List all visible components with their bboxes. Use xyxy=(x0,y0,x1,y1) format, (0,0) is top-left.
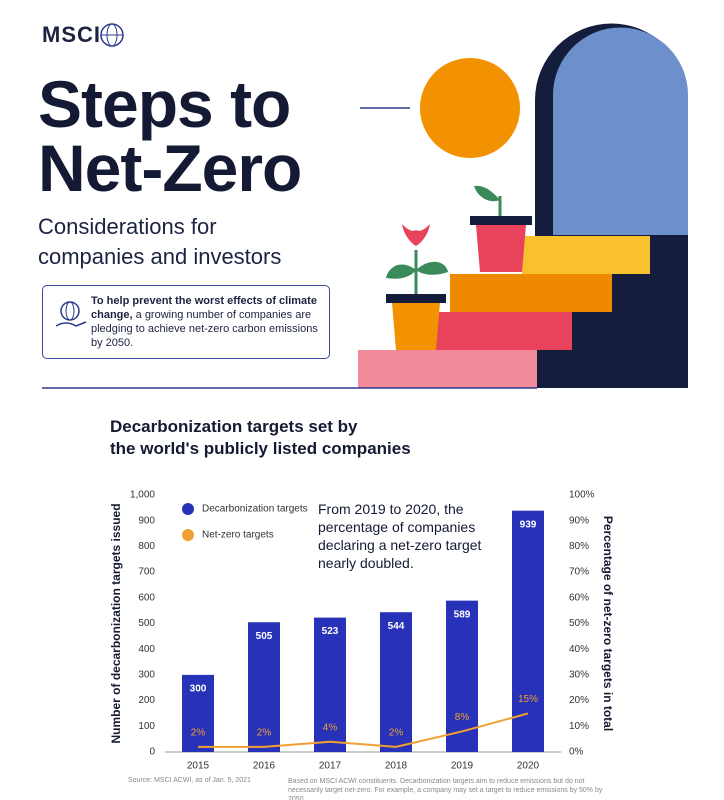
bar-label: 523 xyxy=(322,626,339,637)
subtitle: Considerations for companies and investor… xyxy=(38,212,281,272)
callout: To help prevent the worst effects of cli… xyxy=(42,285,330,359)
legend-marker xyxy=(182,503,194,515)
x-tick-label: 2015 xyxy=(187,761,210,772)
subtitle-line: Considerations for xyxy=(38,214,217,239)
y2-tick-label: 90% xyxy=(569,515,589,526)
y-axis-title: Number of decarbonization targets issued xyxy=(109,503,123,743)
chart: 0 100 200 300 400 500 600 700 800 900 1,000 0% 10% 20… xyxy=(109,490,615,772)
chart-title-line: Decarbonization targets set by xyxy=(110,417,358,436)
y2-tick-label: 20% xyxy=(569,695,589,706)
y-tick-label: 800 xyxy=(138,541,155,552)
point-label: 2% xyxy=(191,728,206,739)
legend-label: Decarbonization targets xyxy=(202,504,308,515)
line xyxy=(198,712,529,748)
point-label: 2% xyxy=(257,728,272,739)
logo: MSCI xyxy=(42,22,101,47)
point-label: 2% xyxy=(389,728,404,739)
bar xyxy=(446,600,478,752)
bar-label: 505 xyxy=(256,631,273,642)
bar xyxy=(512,510,544,752)
bar-label: 939 xyxy=(520,519,537,530)
source: Source: MSCI ACWI, as of Jan. 5, 2021 xyxy=(128,777,251,784)
bar xyxy=(248,622,280,752)
y2-tick-label: 10% xyxy=(569,721,589,732)
bar-label: 544 xyxy=(388,621,405,632)
y2-tick-label: 60% xyxy=(569,592,589,603)
bar xyxy=(380,612,412,752)
chart-title-line: the world's publicly listed companies xyxy=(110,439,411,458)
y2-tick-label: 70% xyxy=(569,567,589,578)
y-tick-label: 700 xyxy=(138,567,155,578)
legend-label: Net-zero targets xyxy=(202,530,274,541)
bar xyxy=(182,674,214,752)
chart-title: Decarbonization targets set by the world'… xyxy=(110,416,411,460)
y-tick-label: 300 xyxy=(138,670,155,681)
y2-tick-label: 100% xyxy=(569,490,595,501)
point-label: 4% xyxy=(323,722,338,733)
y2-axis-title: Percentage of net-zero targets in total xyxy=(601,516,615,731)
callout-text: a growing number of companies are pledgi… xyxy=(91,309,318,349)
y2-tick-label: 80% xyxy=(569,541,589,552)
x-tick-label: 2017 xyxy=(319,761,342,772)
y-tick-label: 400 xyxy=(138,644,155,655)
point-label: 15% xyxy=(518,694,538,705)
y-tick-label: 500 xyxy=(138,618,155,629)
bar-label: 589 xyxy=(454,609,471,620)
bar-label: 300 xyxy=(190,684,207,695)
y2-tick-label: 40% xyxy=(569,644,589,655)
y2-tick-label: 30% xyxy=(569,670,589,681)
legend-marker xyxy=(182,529,194,541)
title-line: Net-Zero xyxy=(38,131,302,205)
y-tick-label: 600 xyxy=(138,592,155,603)
y-tick-label: 900 xyxy=(138,515,155,526)
x-tick-label: 2016 xyxy=(253,761,276,772)
annotation: From 2019 to 2020, the percentage of com… xyxy=(318,501,482,571)
note: Based on MSCI ACWI constituents. Decarbo… xyxy=(288,778,603,800)
y-tick-label: 1,000 xyxy=(130,490,155,501)
y2-tick-label: 50% xyxy=(569,618,589,629)
bar xyxy=(314,617,346,752)
x-tick-label: 2020 xyxy=(517,761,540,772)
y2-tick-label: 0% xyxy=(569,747,584,758)
callout-bold: To help prevent the worst effects of cli… xyxy=(91,295,317,321)
point-label: 8% xyxy=(455,712,470,723)
y-tick-label: 200 xyxy=(138,695,155,706)
subtitle-line: companies and investors xyxy=(38,244,282,269)
y-tick-label: 0 xyxy=(149,747,155,758)
x-tick-label: 2018 xyxy=(385,761,408,772)
x-tick-label: 2019 xyxy=(451,761,474,772)
illustration xyxy=(42,23,688,389)
title-line: Steps to xyxy=(38,67,291,141)
title: Steps to Net-Zero xyxy=(38,67,302,205)
y-tick-label: 100 xyxy=(138,721,155,732)
